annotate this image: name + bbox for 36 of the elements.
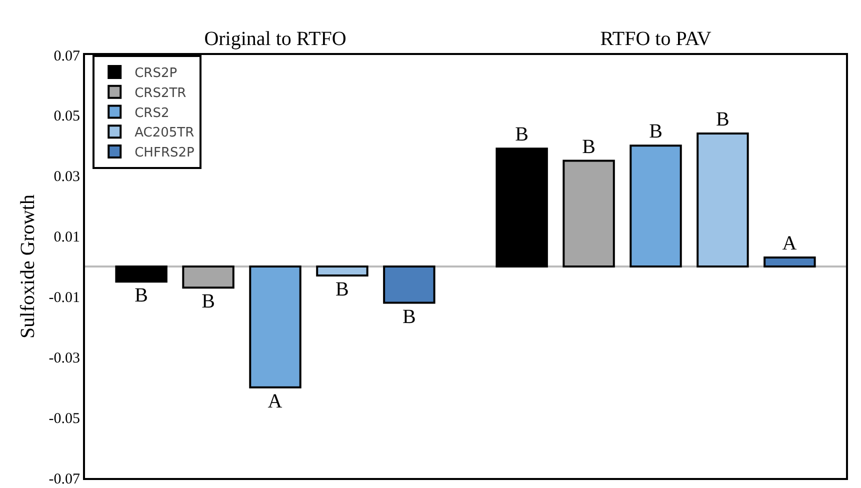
x-tick-label: RTFO to PAV bbox=[600, 28, 712, 50]
data-label: B bbox=[202, 290, 215, 313]
bar bbox=[630, 144, 682, 268]
bar bbox=[115, 266, 168, 283]
y-tick-label: -0.07 bbox=[48, 471, 80, 488]
data-label: B bbox=[402, 306, 416, 328]
y-tick-label: -0.01 bbox=[48, 290, 80, 306]
data-label: B bbox=[582, 136, 596, 158]
legend-label: CRS2TR bbox=[134, 86, 186, 101]
legend-label: AC205TR bbox=[134, 126, 194, 141]
bar bbox=[496, 148, 548, 268]
y-tick-label: -0.05 bbox=[48, 410, 80, 427]
bar bbox=[249, 266, 302, 388]
x-tick-label: Original to RTFO bbox=[204, 28, 346, 50]
data-label: B bbox=[515, 124, 528, 146]
y-tick-label: 0.07 bbox=[54, 48, 80, 64]
data-label: B bbox=[649, 120, 662, 143]
bar bbox=[696, 132, 749, 268]
y-tick-label: 0.01 bbox=[54, 230, 80, 246]
bar bbox=[562, 160, 615, 268]
legend-label: CRS2 bbox=[134, 106, 170, 121]
data-label: A bbox=[782, 232, 798, 254]
legend-label: CHFRS2P bbox=[134, 146, 194, 161]
y-axis-title: Sulfoxide Growth bbox=[17, 194, 39, 338]
y-tick-label: 0.05 bbox=[54, 108, 80, 125]
legend-label: CRS2P bbox=[134, 66, 178, 82]
y-tick-label: -0.03 bbox=[48, 350, 80, 366]
bar bbox=[764, 256, 816, 268]
bar bbox=[182, 266, 234, 289]
bar bbox=[383, 266, 436, 304]
bar bbox=[316, 266, 368, 277]
y-tick-label: 0.03 bbox=[54, 169, 80, 186]
data-label: A bbox=[268, 390, 283, 412]
data-label: B bbox=[716, 108, 730, 131]
data-label: B bbox=[336, 278, 349, 301]
data-label: B bbox=[134, 284, 148, 307]
